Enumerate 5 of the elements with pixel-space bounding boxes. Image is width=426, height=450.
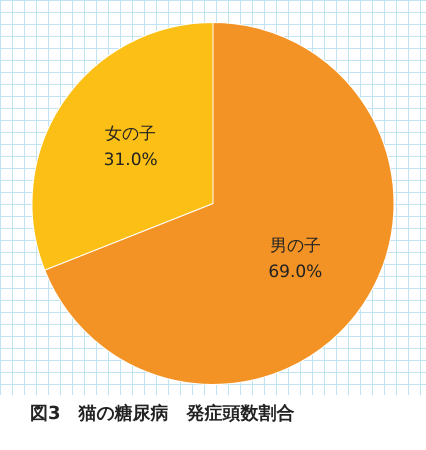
slice-label: 女の子 <box>105 124 156 144</box>
data-label: 31.0% <box>104 150 158 170</box>
text: 図3 猫の糖尿病 発症頭数割合 <box>30 402 296 426</box>
data-label: 69.0% <box>268 262 322 282</box>
slice-label: 男の子 <box>270 236 321 256</box>
